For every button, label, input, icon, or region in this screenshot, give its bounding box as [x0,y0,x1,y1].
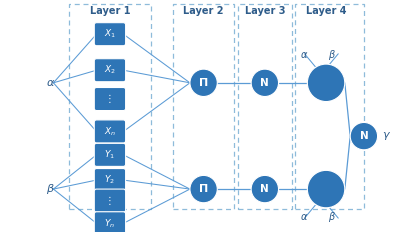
Circle shape [251,175,278,203]
FancyBboxPatch shape [94,59,126,82]
FancyBboxPatch shape [94,168,126,192]
Text: Layer 4: Layer 4 [306,6,346,16]
FancyBboxPatch shape [94,189,126,212]
Text: Layer 2: Layer 2 [183,6,224,16]
Text: N: N [260,184,269,194]
FancyBboxPatch shape [94,120,126,143]
Text: Layer 3: Layer 3 [244,6,285,16]
Circle shape [350,123,378,150]
Circle shape [190,69,217,96]
Text: $Y_{2}$: $Y_{2}$ [104,174,116,186]
Text: Π: Π [199,184,208,194]
Circle shape [307,64,345,102]
Text: $\gamma$: $\gamma$ [382,130,391,142]
Text: $\beta$: $\beta$ [328,210,336,224]
Text: $\alpha$: $\alpha$ [300,212,308,222]
Text: $X_{1}$: $X_{1}$ [104,28,116,41]
Circle shape [307,170,345,208]
Text: Π: Π [199,78,208,88]
Text: $\beta$: $\beta$ [46,182,55,196]
Text: $X_{n}$: $X_{n}$ [104,125,116,138]
Text: $X_{2}$: $X_{2}$ [104,64,116,76]
Text: $\beta$: $\beta$ [328,48,336,62]
Circle shape [251,69,278,96]
FancyBboxPatch shape [94,23,126,46]
Text: $Y_{1}$: $Y_{1}$ [104,149,116,161]
FancyBboxPatch shape [94,88,126,110]
Text: $Y_{n}$: $Y_{n}$ [104,217,116,230]
Text: N: N [360,131,368,141]
Text: ⋮: ⋮ [105,94,115,104]
Text: $\alpha$: $\alpha$ [300,50,308,60]
Circle shape [190,175,217,203]
Text: $\alpha$: $\alpha$ [46,78,55,88]
FancyBboxPatch shape [94,143,126,166]
Text: N: N [260,78,269,88]
Text: Layer 1: Layer 1 [90,6,130,16]
Text: ⋮: ⋮ [105,196,115,206]
FancyBboxPatch shape [94,212,126,233]
